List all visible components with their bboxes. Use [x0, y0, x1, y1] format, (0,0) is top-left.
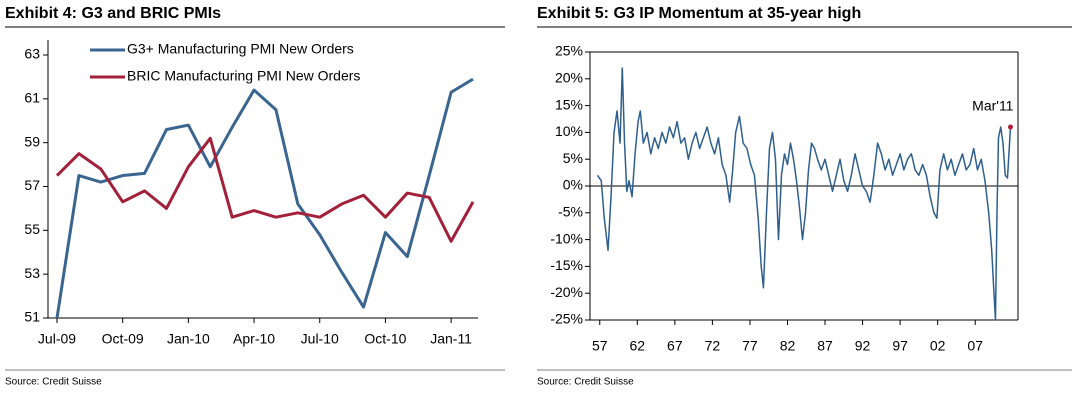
x-tick-label: Jul-10 — [301, 331, 339, 347]
y-tick-label: 63 — [24, 46, 40, 62]
highlight-point — [1007, 124, 1013, 130]
y-tick-label: 61 — [24, 90, 40, 106]
x-tick-label: 97 — [892, 338, 908, 354]
x-tick-label: 72 — [705, 338, 721, 354]
y-tick-label: 59 — [24, 133, 40, 149]
series-line — [55, 77, 474, 319]
y-tick-label: -20% — [550, 284, 583, 300]
x-tick-label: Jan-11 — [430, 331, 472, 347]
x-tick-label: Jan-10 — [167, 331, 210, 347]
y-tick-label: -5% — [558, 204, 583, 220]
x-tick-label: Oct-09 — [102, 331, 144, 347]
chart-title: Exhibit 4: G3 and BRIC PMIs — [5, 5, 221, 22]
y-tick-label: 5% — [563, 150, 583, 166]
chart-title: Exhibit 5: G3 IP Momentum at 35-year hig… — [537, 5, 861, 22]
x-tick-label: 62 — [630, 338, 646, 354]
x-tick-label: 57 — [592, 338, 608, 354]
x-tick-label: Jul-09 — [38, 331, 76, 347]
y-tick-label: 15% — [555, 96, 583, 112]
y-tick-label: -15% — [550, 257, 583, 273]
y-tick-label: 55 — [24, 221, 40, 237]
y-tick-label: 25% — [555, 43, 583, 59]
y-tick-label: 0% — [563, 177, 583, 193]
x-tick-label: Oct-10 — [364, 331, 406, 347]
legend-label: G3+ Manufacturing PMI New Orders — [127, 41, 354, 57]
legend-label: BRIC Manufacturing PMI New Orders — [127, 68, 360, 84]
x-tick-label: 82 — [780, 338, 796, 354]
x-tick-label: 92 — [855, 338, 871, 354]
x-tick-label: 67 — [667, 338, 683, 354]
annotation: Mar'11 — [972, 98, 1014, 114]
x-tick-label: Apr-10 — [233, 331, 275, 347]
y-tick-label: 57 — [24, 177, 40, 193]
y-tick-label: -10% — [550, 230, 583, 246]
source: Source: Credit Suisse — [5, 377, 102, 388]
x-tick-label: 77 — [742, 338, 758, 354]
y-tick-label: 53 — [24, 265, 40, 281]
y-tick-label: 20% — [555, 70, 583, 86]
x-tick-label: 02 — [930, 338, 946, 354]
y-tick-label: 51 — [24, 309, 40, 325]
source: Source: Credit Suisse — [537, 377, 634, 388]
x-tick-label: 87 — [817, 338, 833, 354]
series-line — [596, 67, 1012, 321]
series-line — [55, 136, 475, 243]
y-tick-label: -25% — [550, 311, 583, 327]
y-tick-label: 10% — [555, 123, 583, 139]
x-tick-label: 07 — [967, 338, 983, 354]
